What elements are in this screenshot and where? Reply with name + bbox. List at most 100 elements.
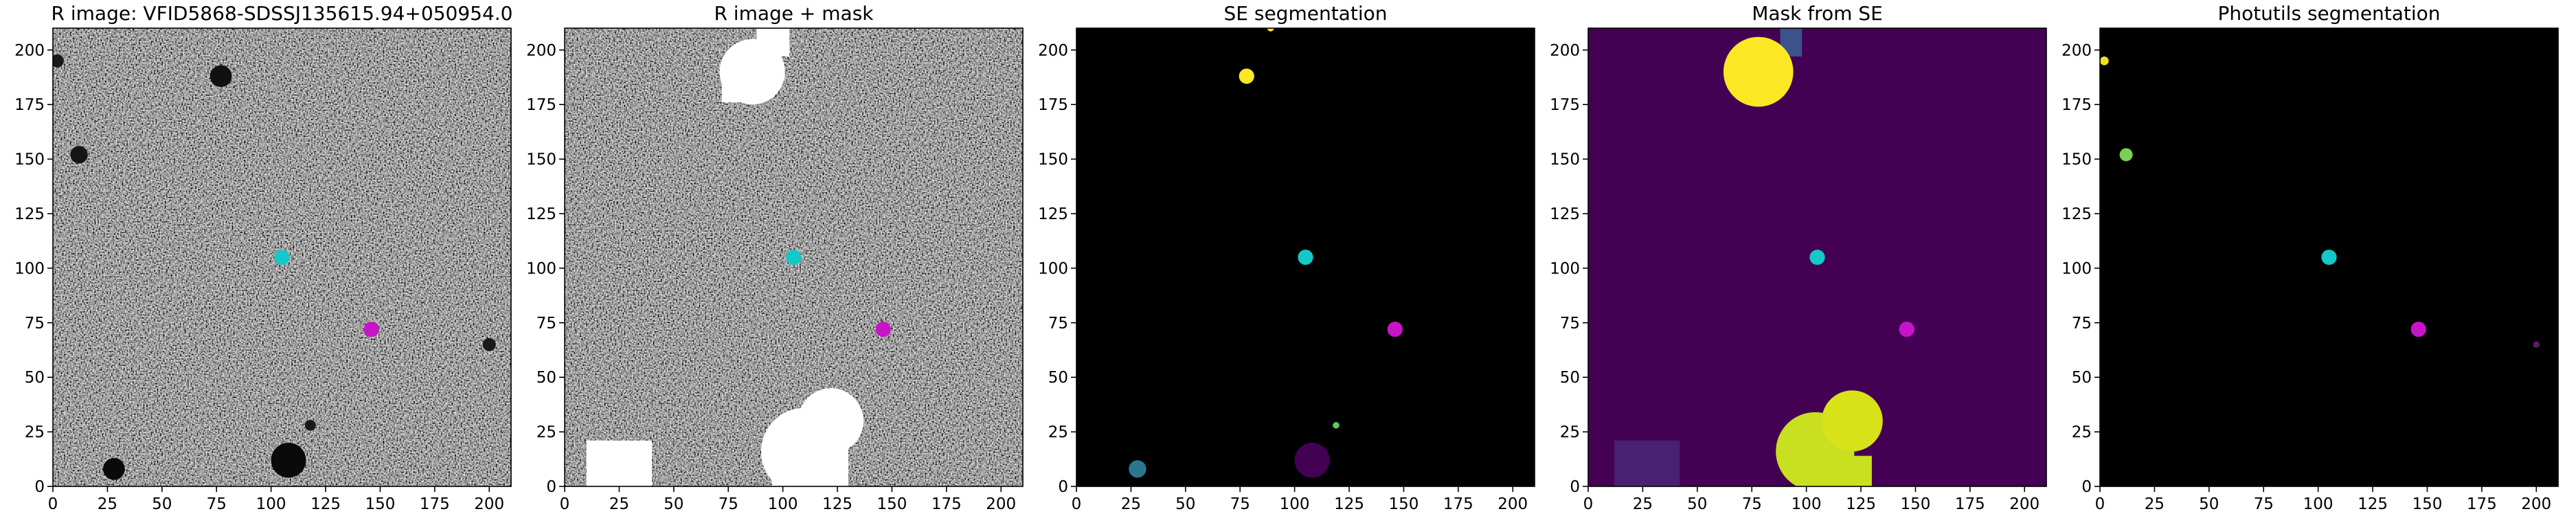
axes-frame (1588, 27, 2047, 487)
y-tick-label: 0 (1570, 478, 1580, 496)
x-tick-label: 125 (2358, 495, 2388, 513)
x-tick-label: 125 (822, 495, 852, 513)
y-tick-label: 150 (1038, 151, 1068, 169)
y-tick-label: 25 (536, 424, 556, 442)
x-tick-label: 175 (420, 495, 450, 513)
region (756, 28, 790, 57)
x-tick-label: 100 (768, 495, 798, 513)
region (1795, 455, 1872, 486)
y-tick-label: 200 (2061, 42, 2092, 60)
x-tick-label: 200 (2009, 495, 2040, 513)
y-tick-label: 175 (2061, 96, 2092, 114)
y-tick-label: 0 (546, 478, 556, 496)
region (721, 71, 761, 102)
marker (1298, 249, 1313, 265)
image-area (1588, 28, 2046, 486)
y-tick-label: 200 (1038, 42, 1068, 60)
x-tick-label: 100 (2303, 495, 2334, 513)
x-tick-label: 50 (1687, 495, 1707, 513)
y-tick-label: 100 (14, 260, 45, 278)
x-tick-label: 0 (48, 495, 58, 513)
y-tick-label: 175 (526, 96, 556, 114)
axes-frame (2099, 27, 2559, 487)
panel-title: Mask from SE (1752, 2, 1883, 25)
region (53, 54, 64, 68)
x-tick-label: 75 (719, 495, 738, 513)
region (1294, 442, 1330, 478)
y-tick-label: 25 (2072, 424, 2092, 442)
x-tick-label: 50 (152, 495, 172, 513)
panel-title: SE segmentation (1224, 2, 1388, 25)
y-tick-label: 100 (1550, 260, 1580, 278)
y-tick-label: 200 (526, 42, 556, 60)
region (798, 388, 864, 454)
x-tick-label: 25 (2145, 495, 2165, 513)
x-tick-label: 200 (2521, 495, 2551, 513)
x-tick-label: 125 (1334, 495, 1364, 513)
y-tick-label: 75 (2072, 315, 2092, 333)
image-area (53, 28, 511, 486)
image-area (2100, 28, 2558, 486)
marker (1809, 249, 1825, 265)
y-tick-label: 75 (1048, 315, 1068, 333)
y-tick-label: 0 (2081, 478, 2092, 496)
y-tick-label: 0 (1058, 478, 1068, 496)
y-tick-label: 25 (1560, 424, 1580, 442)
region (2100, 56, 2109, 65)
region (103, 458, 125, 480)
marker (875, 322, 891, 337)
region (1821, 390, 1883, 452)
panel: 0 25 50 75 100 125 150 175 200 0 25 50 75 100 125 150 17… (1550, 2, 2047, 513)
region (271, 442, 306, 478)
region (1129, 460, 1146, 478)
x-tick-label: 150 (365, 495, 395, 513)
y-tick-label: 50 (536, 369, 556, 387)
y-tick-label: 75 (536, 315, 556, 333)
region (1723, 36, 1794, 107)
y-tick-label: 50 (1048, 369, 1068, 387)
region (1267, 28, 1274, 32)
y-tick-label: 75 (25, 315, 45, 333)
x-tick-label: 150 (877, 495, 907, 513)
y-tick-label: 0 (34, 478, 45, 496)
marker (1387, 322, 1403, 337)
x-tick-label: 150 (1900, 495, 1930, 513)
x-tick-label: 50 (2199, 495, 2219, 513)
marker (1899, 322, 1914, 337)
y-tick-label: 150 (1550, 151, 1580, 169)
x-tick-label: 100 (256, 495, 286, 513)
y-tick-label: 125 (2061, 205, 2092, 223)
y-tick-label: 100 (1038, 260, 1068, 278)
image-area (565, 28, 1023, 486)
marker (2321, 249, 2337, 265)
image-area (1076, 28, 1535, 486)
x-tick-label: 0 (1072, 495, 1082, 513)
x-tick-label: 175 (1955, 495, 1985, 513)
x-tick-label: 125 (310, 495, 341, 513)
panel-title: R image + mask (714, 2, 874, 25)
region (2119, 148, 2133, 161)
marker (274, 249, 290, 265)
y-tick-label: 125 (14, 205, 45, 223)
region (482, 338, 496, 352)
panel: 0 25 50 75 100 125 150 175 200 0 25 50 75 100 125 150 17… (526, 2, 1024, 513)
panel: 0 25 50 75 100 125 150 175 200 0 25 50 75 100 125 150 17… (1038, 2, 1535, 513)
x-tick-label: 75 (207, 495, 227, 513)
y-tick-label: 200 (14, 42, 45, 60)
axes-frame (52, 27, 512, 487)
x-tick-label: 125 (1846, 495, 1876, 513)
region (210, 65, 232, 87)
x-tick-label: 0 (2095, 495, 2105, 513)
y-tick-label: 150 (14, 151, 45, 169)
axes-frame (1076, 27, 1535, 487)
region (1239, 68, 1254, 84)
y-tick-label: 100 (2061, 260, 2092, 278)
y-tick-label: 175 (1550, 96, 1580, 114)
region (1614, 440, 1680, 486)
region (2533, 341, 2540, 348)
marker (786, 249, 802, 265)
marker (2410, 322, 2426, 337)
y-tick-label: 25 (1048, 424, 1068, 442)
y-tick-label: 200 (1550, 42, 1580, 60)
